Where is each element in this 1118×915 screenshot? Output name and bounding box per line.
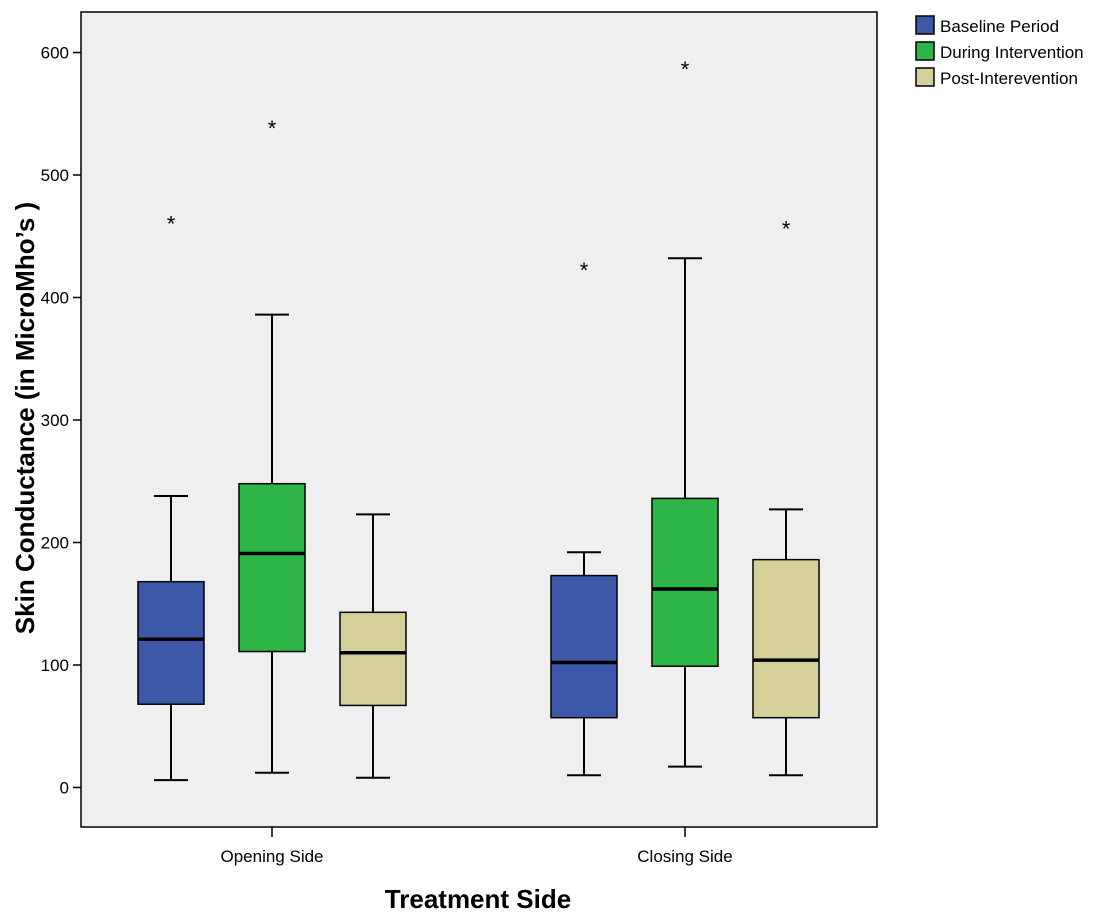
box-post-interevention-0 bbox=[339, 513, 407, 779]
outlier-marker: * bbox=[167, 212, 176, 237]
y-tick-label: 100 bbox=[41, 656, 69, 675]
legend-item: During Intervention bbox=[915, 41, 1084, 62]
outlier-marker: * bbox=[681, 57, 690, 82]
iqr-box bbox=[550, 574, 618, 719]
y-tick-label: 0 bbox=[60, 779, 69, 798]
legend-label: Baseline Period bbox=[940, 17, 1059, 36]
y-tick-label: 200 bbox=[41, 534, 69, 553]
legend-swatch bbox=[915, 15, 935, 35]
legend-swatch bbox=[915, 67, 935, 87]
y-tick-label: 400 bbox=[41, 289, 69, 308]
iqr-box bbox=[651, 497, 719, 667]
y-tick-label: 300 bbox=[41, 411, 69, 430]
x-tick-label: Opening Side bbox=[220, 847, 323, 866]
y-tick-label: 500 bbox=[41, 166, 69, 185]
iqr-box bbox=[238, 482, 306, 653]
box-baseline-period-1: * bbox=[550, 258, 618, 777]
plot-area bbox=[80, 11, 878, 828]
iqr-box bbox=[339, 611, 407, 707]
outlier-marker: * bbox=[268, 116, 277, 141]
box-during-intervention-1: * bbox=[651, 57, 719, 768]
legend-label: Post-Interevention bbox=[940, 69, 1078, 88]
box-during-intervention-0: * bbox=[238, 116, 306, 774]
x-tick-label: Closing Side bbox=[637, 847, 732, 866]
iqr-box bbox=[137, 580, 205, 705]
legend-item: Post-Interevention bbox=[915, 67, 1078, 88]
x-axis-title: Treatment Side bbox=[385, 884, 571, 910]
y-axis-title: Skin Conductance (in MicroMho’s ) bbox=[10, 202, 40, 634]
outlier-marker: * bbox=[580, 258, 589, 283]
y-tick-label: 600 bbox=[41, 44, 69, 63]
legend-label: During Intervention bbox=[940, 43, 1084, 62]
box-post-interevention-1: * bbox=[752, 216, 820, 777]
box-baseline-period-0: * bbox=[137, 212, 205, 782]
iqr-box bbox=[752, 558, 820, 719]
legend-item: Baseline Period bbox=[915, 15, 1059, 36]
legend-swatch bbox=[915, 41, 935, 61]
outlier-marker: * bbox=[782, 216, 791, 241]
